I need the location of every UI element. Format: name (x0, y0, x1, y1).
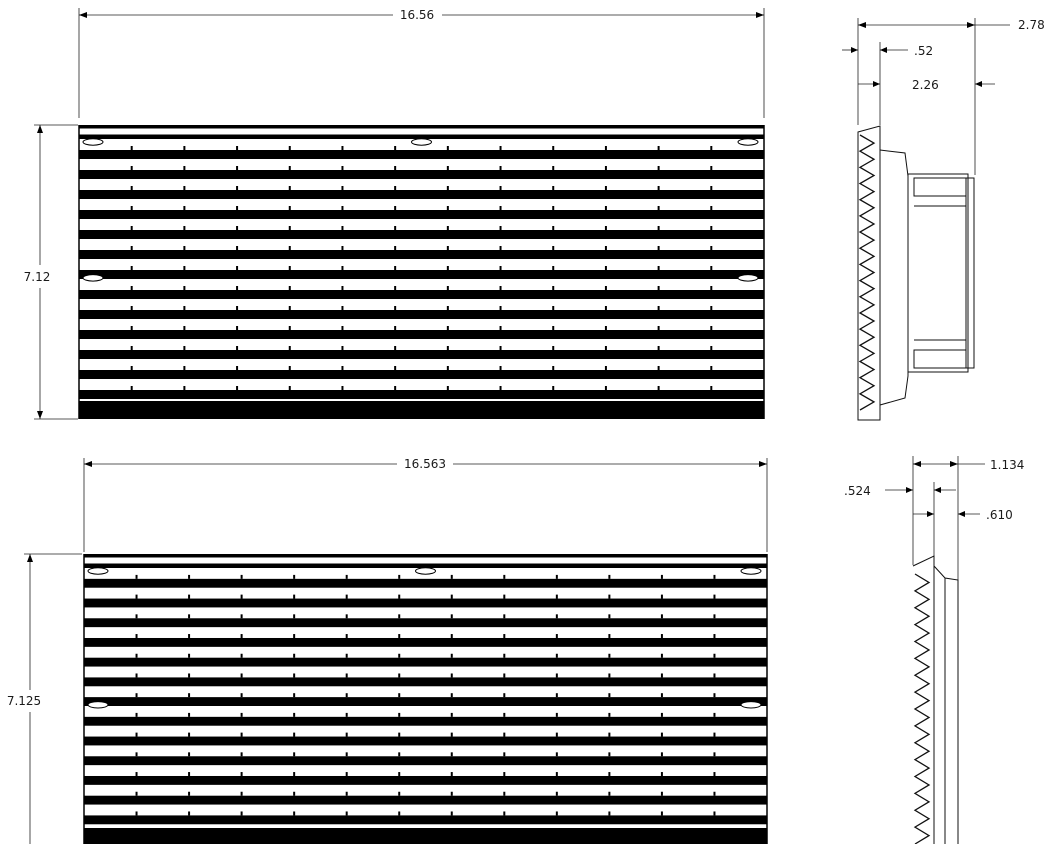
upper-height-label: 7.12 (24, 270, 51, 284)
grille-slat (84, 795, 767, 805)
upper-side-body-label: 2.26 (912, 78, 939, 92)
mounting-tab (87, 567, 109, 575)
grille-slat (79, 390, 764, 399)
grille-slat (79, 250, 764, 259)
grille-slat (79, 210, 764, 219)
lower-side-view: 1.134 .524 .610 (844, 456, 1024, 844)
grille-slat (84, 637, 767, 647)
mounting-tab (415, 567, 436, 575)
lower-side-profile (912, 555, 959, 844)
mounting-tab (740, 567, 762, 575)
upper-width-dimension: 16.56 (78, 8, 765, 118)
lower-side-overall-label: 1.134 (990, 458, 1024, 472)
mounting-tab (82, 138, 104, 146)
louver-tooth-profile (858, 134, 876, 411)
grille-slat (84, 578, 767, 588)
grille-slat (79, 350, 764, 359)
grille-slat (84, 618, 767, 628)
upper-side-overall-label: 2.78 (1018, 18, 1045, 32)
upper-height-dimension: 7.12 (24, 124, 78, 420)
upper-grille-front (78, 125, 765, 419)
lower-side-flange-label: .524 (844, 484, 871, 498)
grille-slat (79, 290, 764, 299)
grille-top-rail (84, 554, 767, 557)
upper-side-view: 2.78 .52 2.26 (842, 18, 1045, 421)
grille-slat (84, 716, 767, 726)
mounting-tab (411, 138, 432, 146)
lower-height-label: 7.125 (7, 694, 41, 708)
louver-tooth-profile (913, 573, 931, 844)
grille-slat (84, 677, 767, 687)
mounting-tab (737, 274, 759, 282)
mounting-tab (82, 274, 104, 282)
grille-slat (84, 598, 767, 608)
grille-slat (79, 330, 764, 339)
lower-side-louver-teeth (913, 573, 931, 844)
grille-top-lip (78, 127, 765, 136)
mounting-tab (737, 138, 759, 146)
grille-top-rail (79, 125, 764, 128)
upper-side-profile (857, 125, 975, 421)
grille-frame-band (79, 135, 764, 139)
grille-slat (79, 150, 764, 159)
grille-slat (79, 270, 764, 279)
grille-slat (84, 697, 767, 706)
grille-slat (84, 736, 767, 746)
grille-slat (84, 815, 767, 825)
upper-front-view: 16.56 7.12 (24, 8, 765, 420)
lower-front-view: 16.563 7.125 (7, 457, 768, 844)
lower-side-dimensions: 1.134 .524 .610 (844, 456, 1024, 580)
lower-side-body-label: .610 (986, 508, 1013, 522)
grille-slat (79, 190, 764, 199)
grille-slat (79, 370, 764, 379)
grille-frame-band (84, 564, 767, 568)
grille-slat (84, 657, 767, 667)
lower-width-label: 16.563 (404, 457, 446, 471)
upper-side-louver-teeth (858, 134, 876, 411)
grille-slat (79, 170, 764, 179)
mounting-tab (740, 701, 762, 709)
upper-width-label: 16.56 (400, 8, 434, 22)
grille-slat (79, 310, 764, 319)
grille-slat (84, 756, 767, 766)
upper-side-flange-label: .52 (914, 44, 933, 58)
upper-side-dimensions: 2.78 .52 2.26 (842, 18, 1045, 175)
grille-top-lip (83, 556, 768, 565)
grille-bottom-band (79, 401, 764, 419)
grille-slat (84, 775, 767, 785)
lower-height-dimension: 7.125 (7, 553, 82, 844)
grille-bottom-band (84, 828, 767, 844)
grille-slat (79, 230, 764, 239)
lower-width-dimension: 16.563 (83, 457, 768, 552)
mounting-tab (87, 701, 109, 709)
lower-grille-front (83, 554, 768, 844)
